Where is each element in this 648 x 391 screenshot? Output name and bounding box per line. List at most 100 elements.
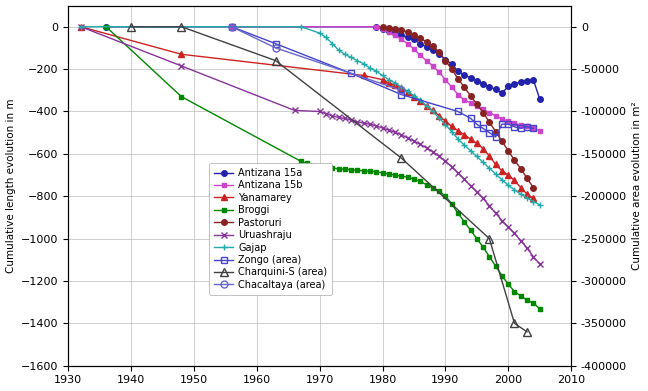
Y-axis label: Cumulative length evolution in m: Cumulative length evolution in m <box>6 99 16 273</box>
Uruashraju <box>366 122 374 127</box>
Gajap <box>329 41 336 46</box>
Zongo (area) <box>454 109 462 114</box>
Antizana 15a <box>485 85 493 90</box>
Antizana 15b <box>410 47 418 51</box>
Uruashraju <box>329 113 336 118</box>
Yanamarey <box>511 178 518 183</box>
Zongo (area) <box>485 130 493 135</box>
Line: Gajap: Gajap <box>77 23 543 208</box>
Pastoruri <box>397 28 405 32</box>
Zongo (area) <box>498 122 506 127</box>
Yanamarey <box>529 196 537 201</box>
Antizana 15b <box>417 53 424 58</box>
Broggi <box>467 228 474 233</box>
Yanamarey <box>360 73 367 78</box>
Chacaltaya (area) <box>228 24 236 29</box>
Antizana 15a <box>435 52 443 57</box>
Zongo (area) <box>473 122 481 127</box>
Gajap <box>523 196 531 200</box>
Broggi <box>178 94 185 99</box>
Uruashraju <box>448 164 456 169</box>
Yanamarey <box>429 108 437 113</box>
Zongo (area) <box>492 135 500 139</box>
Gajap <box>435 115 443 120</box>
Gajap <box>448 129 456 134</box>
Broggi <box>366 169 374 174</box>
Uruashraju <box>291 108 299 113</box>
Zongo (area) <box>511 124 518 129</box>
Antizana 15b <box>498 117 506 121</box>
Gajap <box>391 81 399 85</box>
Antizana 15b <box>460 97 468 102</box>
Gajap <box>404 89 411 94</box>
Gajap <box>536 203 544 207</box>
Gajap <box>511 188 518 192</box>
Gajap <box>378 73 386 78</box>
Charquini-S (area) <box>523 330 531 334</box>
Pastoruri <box>385 25 393 30</box>
Yanamarey <box>517 185 525 190</box>
Yanamarey <box>77 24 85 29</box>
Uruashraju <box>517 239 525 243</box>
Chacaltaya (area) <box>397 88 405 93</box>
Gajap <box>479 160 487 165</box>
Uruashraju <box>536 262 544 266</box>
Yanamarey <box>473 141 481 145</box>
Gajap <box>77 24 85 29</box>
Charquini-S (area) <box>178 24 185 29</box>
Broggi <box>504 282 512 287</box>
Broggi <box>511 289 518 294</box>
Pastoruri <box>391 27 399 31</box>
Uruashraju <box>385 128 393 133</box>
Antizana 15b <box>473 104 481 109</box>
Yanamarey <box>504 173 512 178</box>
Broggi <box>378 170 386 175</box>
Broggi <box>404 175 411 179</box>
Antizana 15b <box>504 119 512 124</box>
Broggi <box>479 245 487 249</box>
Antizana 15a <box>448 61 456 66</box>
Yanamarey <box>422 104 430 109</box>
Uruashraju <box>511 231 518 236</box>
Antizana 15a <box>454 69 462 74</box>
Uruashraju <box>347 118 355 122</box>
Zongo (area) <box>467 116 474 120</box>
Broggi <box>410 177 418 182</box>
Legend: Antizana 15a, Antizana 15b, Yanamarey, Broggi, Pastoruri, Uruashraju, Gajap, Zon: Antizana 15a, Antizana 15b, Yanamarey, B… <box>209 163 332 295</box>
Uruashraju <box>178 64 185 68</box>
Antizana 15a <box>422 45 430 49</box>
Antizana 15a <box>397 33 405 38</box>
Broggi <box>316 164 323 169</box>
Pastoruri <box>529 185 537 190</box>
Pastoruri <box>498 139 506 143</box>
Pastoruri <box>417 36 424 41</box>
Antizana 15a <box>391 31 399 36</box>
Zongo (area) <box>504 122 512 127</box>
Gajap <box>529 199 537 204</box>
Antizana 15b <box>485 110 493 115</box>
Antizana 15a <box>517 79 525 84</box>
Uruashraju <box>322 111 330 116</box>
Gajap <box>410 93 418 98</box>
Charquini-S (area) <box>511 321 518 326</box>
Pastoruri <box>404 30 411 34</box>
Yanamarey <box>178 52 185 57</box>
Broggi <box>441 194 449 199</box>
Broggi <box>492 264 500 269</box>
Uruashraju <box>529 254 537 259</box>
Broggi <box>385 172 393 176</box>
Broggi <box>397 174 405 178</box>
Uruashraju <box>479 196 487 201</box>
Uruashraju <box>485 203 493 208</box>
Antizana 15b <box>511 121 518 126</box>
Broggi <box>417 179 424 184</box>
Broggi <box>322 165 330 170</box>
Broggi <box>448 201 456 206</box>
Charquini-S (area) <box>397 156 405 160</box>
Uruashraju <box>373 124 380 128</box>
Broggi <box>454 211 462 215</box>
Uruashraju <box>360 121 367 126</box>
Antizana 15a <box>404 35 411 39</box>
Uruashraju <box>354 119 362 124</box>
Antizana 15a <box>102 24 110 29</box>
